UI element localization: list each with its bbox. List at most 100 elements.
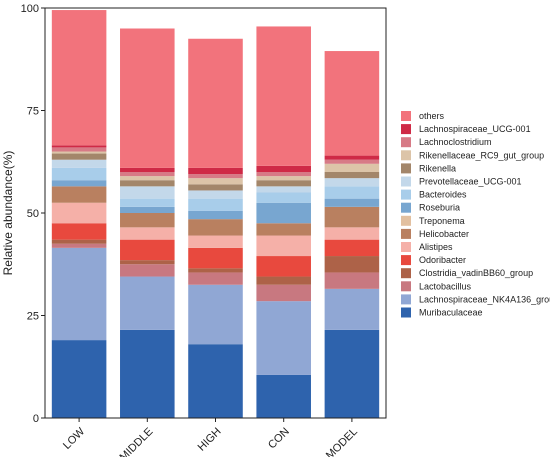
bar-segment: [51, 247, 107, 341]
bar-segment: [51, 243, 107, 248]
bar-segment: [120, 28, 175, 168]
bar-segment: [256, 276, 311, 285]
bar-segment: [120, 213, 175, 228]
bar-segment: [120, 206, 175, 213]
bar-segment: [120, 329, 175, 418]
legend-swatch: [401, 228, 411, 239]
bar-segment: [120, 264, 175, 277]
bar-segment: [51, 159, 107, 168]
bar-segment: [256, 301, 311, 375]
legend-label: Alistipes: [419, 242, 453, 252]
bar-segment: [324, 198, 380, 207]
legend-swatch: [401, 202, 411, 213]
bar-segment: [188, 190, 243, 199]
bar-segment: [51, 153, 107, 160]
bar-segment: [256, 26, 311, 166]
bar-segment: [324, 172, 380, 179]
bar-segment: [188, 219, 243, 236]
bar-segment: [324, 51, 380, 156]
legend-swatch: [401, 163, 411, 174]
bar-segment: [51, 167, 107, 181]
bar-segment: [51, 239, 107, 244]
bar-segment: [51, 340, 107, 418]
bar-segment: [324, 178, 380, 187]
bar-segment: [120, 172, 175, 177]
bar-segment: [51, 145, 107, 148]
bar-segment: [256, 256, 311, 277]
legend-swatch: [401, 124, 411, 135]
legend-label: Lachnoclostridium: [419, 137, 492, 147]
y-axis-title: Relative abundance(%): [1, 151, 15, 276]
bar-segment: [324, 186, 380, 199]
bar-segment: [324, 155, 380, 160]
legend-swatch: [401, 307, 411, 318]
bar-segment: [256, 202, 311, 224]
legend-swatch: [401, 111, 411, 121]
legend-swatch: [401, 294, 411, 305]
y-tick-label: 50: [27, 208, 39, 220]
legend-label: others: [419, 111, 445, 121]
bar-segment: [51, 151, 107, 154]
bar-segment: [120, 276, 175, 330]
bar-segment: [188, 284, 243, 345]
legend-label: Prevotellaceae_UCG-001: [419, 177, 522, 187]
legend-label: Lactobacillus: [419, 281, 472, 291]
bar-segment: [51, 180, 107, 187]
bar-segment: [188, 174, 243, 179]
bar-segment: [51, 147, 107, 152]
y-tick-label: 0: [33, 413, 39, 425]
bar-segment: [51, 202, 107, 224]
legend-label: Bacteroides: [419, 190, 467, 200]
bar-segment: [324, 272, 380, 289]
bar-segment: [256, 235, 311, 257]
bar-segment: [324, 256, 380, 273]
legend: others Lachnospiraceae_UCG-001 Lachnoclost…: [401, 111, 550, 318]
bar-segment: [120, 198, 175, 207]
bar-segment: [188, 198, 243, 211]
x-tick-label: HIGH: [196, 426, 224, 454]
bar-segment: [188, 235, 243, 248]
bar-segment: [324, 163, 380, 172]
bar-segment: [120, 227, 175, 240]
bar-segment: [256, 165, 311, 172]
legend-swatch: [401, 150, 411, 161]
plot-area: LOW MIDDLE HIGH CON MODEL 0 25 50 75 100: [21, 3, 387, 457]
bar-segment: [256, 374, 311, 418]
legend-label: Rikenella: [419, 163, 456, 173]
bar-segment: [120, 180, 175, 187]
bar-segment: [51, 10, 107, 146]
bar-segment: [120, 260, 175, 265]
bar-segment: [324, 227, 380, 240]
bar-segment: [120, 167, 175, 172]
bar-segment: [51, 223, 107, 240]
legend-swatch: [401, 137, 411, 148]
y-tick-label: 100: [21, 3, 39, 15]
legend-swatch: [401, 176, 411, 187]
legend-swatch: [401, 268, 411, 279]
legend-label: Clostridia_vadinBB60_group: [419, 268, 533, 278]
bar-segment: [256, 223, 311, 236]
bar-segment: [188, 210, 243, 220]
y-tick-label: 75: [27, 106, 39, 118]
legend-label: Muribaculaceae: [419, 308, 483, 318]
bar-segment: [188, 272, 243, 285]
y-tick-label: 25: [27, 311, 39, 323]
x-tick-label: LOW: [61, 425, 88, 452]
bar-segment: [188, 184, 243, 191]
x-tick-label: MIDDLE: [118, 426, 156, 457]
bar-segment: [188, 344, 243, 418]
bar-segment: [324, 239, 380, 257]
legend-swatch: [401, 281, 411, 292]
legend-swatch: [401, 255, 411, 266]
legend-label: Lachnospiraceae_UCG-001: [419, 124, 531, 134]
bar-segment: [256, 176, 311, 181]
bar-segment: [324, 159, 380, 164]
legend-label: Lachnospiraceae_NK4A136_group: [419, 294, 550, 304]
legend-label: Rikenellaceae_RC9_gut_group: [419, 150, 544, 160]
legend-swatch: [401, 215, 411, 226]
legend-swatch: [401, 242, 411, 252]
bar-segment: [51, 186, 107, 203]
legend-label: Treponema: [419, 216, 465, 226]
bar-segment: [188, 268, 243, 273]
